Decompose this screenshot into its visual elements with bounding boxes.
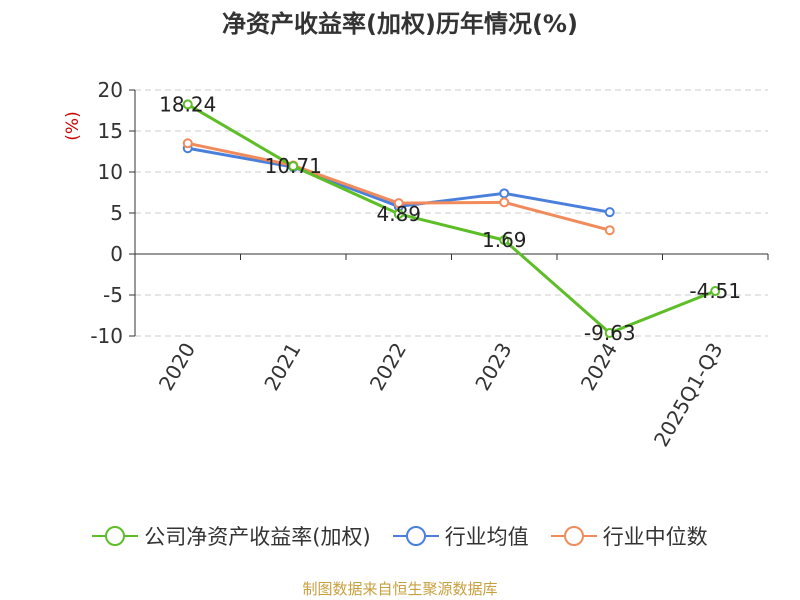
y-tick-label: 5 — [110, 201, 123, 225]
grid-lines — [135, 89, 768, 337]
data-labels: 18.24 10.71 4.89 1.69 -9.63 -4.51 — [159, 92, 741, 345]
legend-item: 公司净资产收益率(加权) — [92, 521, 371, 551]
y-tick-label: -5 — [103, 283, 123, 307]
legend-item: 行业中位数 — [550, 521, 708, 551]
data-point — [710, 285, 721, 296]
legend-swatch-icon — [550, 526, 597, 546]
legend: 公司净资产收益率(加权) 行业均值 行业中位数 — [0, 520, 800, 552]
source-note: 制图数据来自恒生聚源数据库 — [302, 580, 498, 598]
data-label: -4.51 — [689, 279, 741, 303]
data-point — [182, 138, 193, 149]
data-point — [499, 188, 510, 199]
legend-label: 行业均值 — [444, 525, 529, 549]
data-label: 10.71 — [265, 154, 322, 178]
data-label: -9.63 — [584, 321, 636, 345]
x-tick-label: 2020 — [154, 339, 200, 395]
data-point — [182, 99, 193, 110]
y-tick-label: 20 — [98, 78, 123, 102]
y-axis-label: (%) — [63, 111, 83, 140]
x-tick-label: 2023 — [470, 339, 516, 395]
x-tick-label: 2022 — [365, 339, 411, 395]
y-tick-label: 0 — [110, 242, 123, 266]
y-tick-label: 15 — [98, 119, 123, 143]
legend-swatch-icon — [92, 526, 139, 546]
legend-label: 公司净资产收益率(加权) — [144, 525, 371, 549]
x-tick-label: 2021 — [259, 339, 305, 395]
series-lines — [182, 99, 721, 338]
data-point — [393, 208, 404, 219]
axes: 20 15 10 5 0 -5 -10 (%) 2020 2021 2022 2023 2024 2025… — [63, 78, 769, 451]
data-point — [604, 327, 615, 338]
data-point — [604, 225, 615, 236]
x-tick-label: 2024 — [576, 339, 622, 395]
data-point — [288, 161, 299, 172]
data-point — [499, 235, 510, 246]
chart-title: 净资产收益率(加权)历年情况(%) — [222, 10, 578, 38]
y-tick-label: -10 — [90, 324, 123, 348]
data-label: 1.69 — [482, 228, 527, 252]
data-label: 4.89 — [376, 202, 421, 226]
legend-label: 行业中位数 — [602, 525, 708, 549]
legend-item: 行业均值 — [392, 521, 529, 551]
series-line — [186, 103, 716, 335]
data-point — [393, 198, 404, 209]
data-point — [499, 197, 510, 208]
data-point — [604, 207, 615, 218]
x-tick-label: 2025Q1-Q3 — [649, 339, 728, 451]
y-tick-label: 10 — [98, 160, 123, 184]
legend-swatch-icon — [392, 526, 439, 546]
data-label: 18.24 — [159, 92, 216, 116]
